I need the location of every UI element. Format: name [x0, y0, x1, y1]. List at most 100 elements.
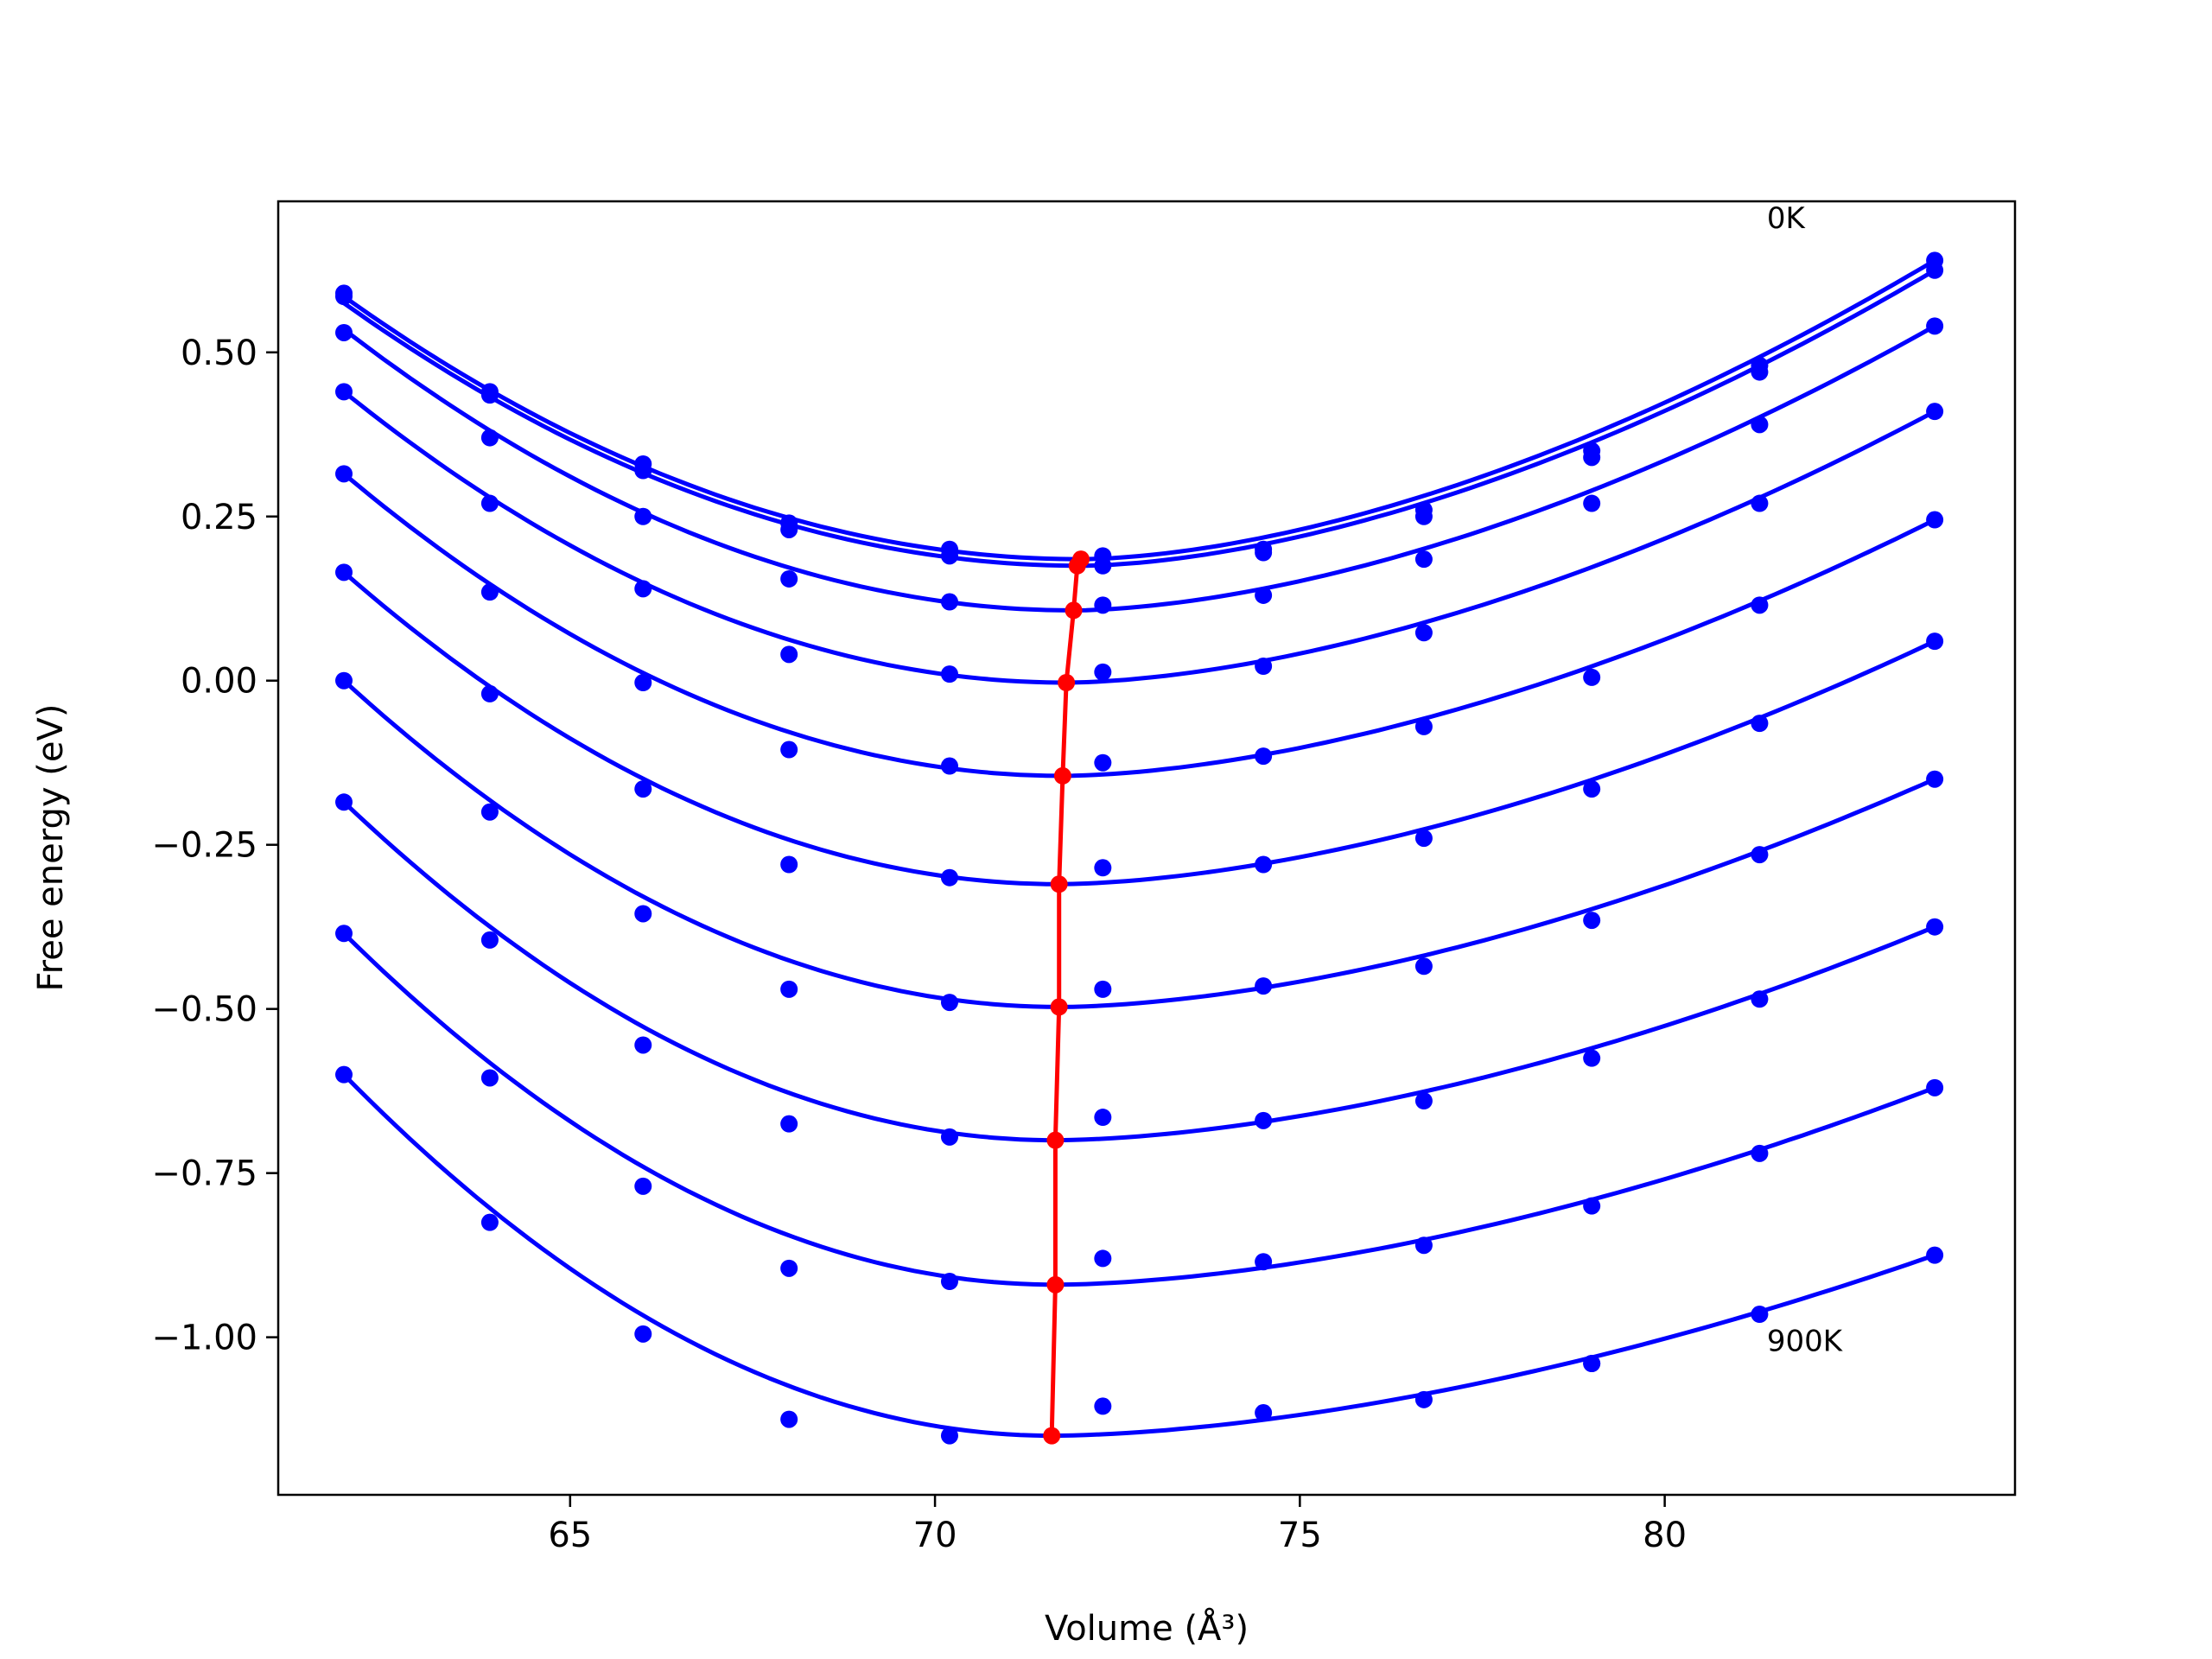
- data-point: [1255, 658, 1273, 676]
- data-point: [1583, 912, 1601, 930]
- data-point: [335, 323, 353, 341]
- data-point: [480, 583, 499, 601]
- data-point: [1414, 1236, 1433, 1255]
- data-point: [940, 1128, 958, 1146]
- data-point: [1255, 1253, 1273, 1271]
- data-point: [940, 593, 958, 611]
- fit-curve-8: [342, 931, 1936, 1287]
- data-point: [940, 868, 958, 887]
- minima-line: [1043, 550, 1090, 1445]
- data-point: [634, 780, 652, 798]
- data-point: [780, 520, 798, 538]
- data-point: [634, 1325, 652, 1343]
- data-point: [634, 461, 652, 480]
- data-point: [1255, 543, 1273, 562]
- x-tick-label: 70: [913, 1516, 957, 1555]
- x-tick-label: 65: [548, 1516, 592, 1555]
- data-point: [1255, 586, 1273, 604]
- data-point: [940, 1273, 958, 1291]
- data-point: [1926, 511, 1944, 529]
- x-axis-ticks: 65 70 75 80: [548, 1495, 1687, 1555]
- data-point: [780, 855, 798, 874]
- minimum-point: [1043, 1427, 1061, 1445]
- data-point: [1583, 494, 1601, 512]
- data-point: [780, 1259, 798, 1277]
- y-axis-ticks: −1.00 −0.75 −0.50 −0.25 0.00 0.25 0.50: [151, 334, 278, 1358]
- data-point: [1414, 957, 1433, 976]
- fit-curve-3: [342, 390, 1936, 685]
- data-point: [1751, 1306, 1769, 1324]
- data-point: [335, 563, 353, 582]
- data-point: [1583, 668, 1601, 686]
- temperature-annotation: 0K: [1767, 201, 1807, 236]
- data-point: [1751, 596, 1769, 614]
- data-point: [634, 507, 652, 525]
- data-point: [1414, 507, 1433, 525]
- data-point: [940, 547, 958, 565]
- fit-curve-7: [342, 800, 1936, 1143]
- data-point: [1926, 317, 1944, 335]
- data-point: [940, 994, 958, 1012]
- x-axis-label: Volume (Å³): [1045, 1607, 1249, 1649]
- fit-curve-9: [342, 1072, 1936, 1439]
- data-point: [1255, 855, 1273, 874]
- data-point: [1926, 403, 1944, 421]
- plot-frame: [276, 200, 2017, 1497]
- minimum-point: [1058, 674, 1076, 692]
- data-point: [335, 288, 353, 306]
- data-point: [780, 569, 798, 588]
- data-point: [1926, 261, 1944, 279]
- data-point: [1583, 1197, 1601, 1215]
- data-point: [1414, 830, 1433, 848]
- data-point: [1094, 556, 1112, 575]
- data-point: [335, 671, 353, 690]
- data-point: [335, 925, 353, 943]
- data-point: [480, 429, 499, 447]
- data-point: [634, 1177, 652, 1195]
- data-point: [1094, 1109, 1112, 1127]
- annotations: 0K 900K: [1767, 201, 1844, 1358]
- fit-curve-4: [342, 472, 1936, 779]
- data-point: [780, 1410, 798, 1428]
- minimum-point: [1068, 556, 1086, 575]
- data-point: [335, 383, 353, 401]
- minimum-point: [1046, 1131, 1065, 1149]
- fit-curve-6: [342, 678, 1936, 1009]
- x-tick-label: 75: [1278, 1516, 1322, 1555]
- data-point: [1414, 1092, 1433, 1110]
- data-point: [1926, 1246, 1944, 1264]
- data-point: [480, 1213, 499, 1231]
- data-point: [1751, 990, 1769, 1008]
- data-point: [1414, 1390, 1433, 1408]
- data-point: [1094, 1249, 1112, 1268]
- data-point: [1926, 918, 1944, 936]
- data-points: [335, 251, 1944, 1445]
- data-point: [780, 645, 798, 664]
- data-point: [1751, 715, 1769, 733]
- data-point: [1583, 1049, 1601, 1067]
- data-point: [1751, 846, 1769, 864]
- data-point: [1255, 1111, 1273, 1129]
- minimum-point: [1065, 601, 1083, 620]
- y-tick-label: −0.75: [151, 1154, 257, 1194]
- data-point: [1255, 977, 1273, 995]
- data-point: [1583, 1355, 1601, 1373]
- data-point: [1751, 1144, 1769, 1162]
- data-point: [1414, 550, 1433, 569]
- fit-curve-0: [342, 258, 1936, 562]
- data-point: [940, 757, 958, 775]
- minimum-point: [1053, 766, 1071, 785]
- x-tick-label: 80: [1643, 1516, 1687, 1555]
- data-point: [1583, 448, 1601, 467]
- fit-curve-2: [342, 324, 1936, 613]
- data-point: [940, 1427, 958, 1445]
- data-point: [1926, 1078, 1944, 1096]
- data-point: [480, 803, 499, 821]
- data-point: [1751, 416, 1769, 434]
- data-point: [634, 580, 652, 598]
- data-point: [335, 793, 353, 811]
- data-point: [1255, 747, 1273, 766]
- y-tick-label: 0.50: [181, 334, 257, 373]
- data-point: [1926, 770, 1944, 788]
- data-point: [780, 1115, 798, 1133]
